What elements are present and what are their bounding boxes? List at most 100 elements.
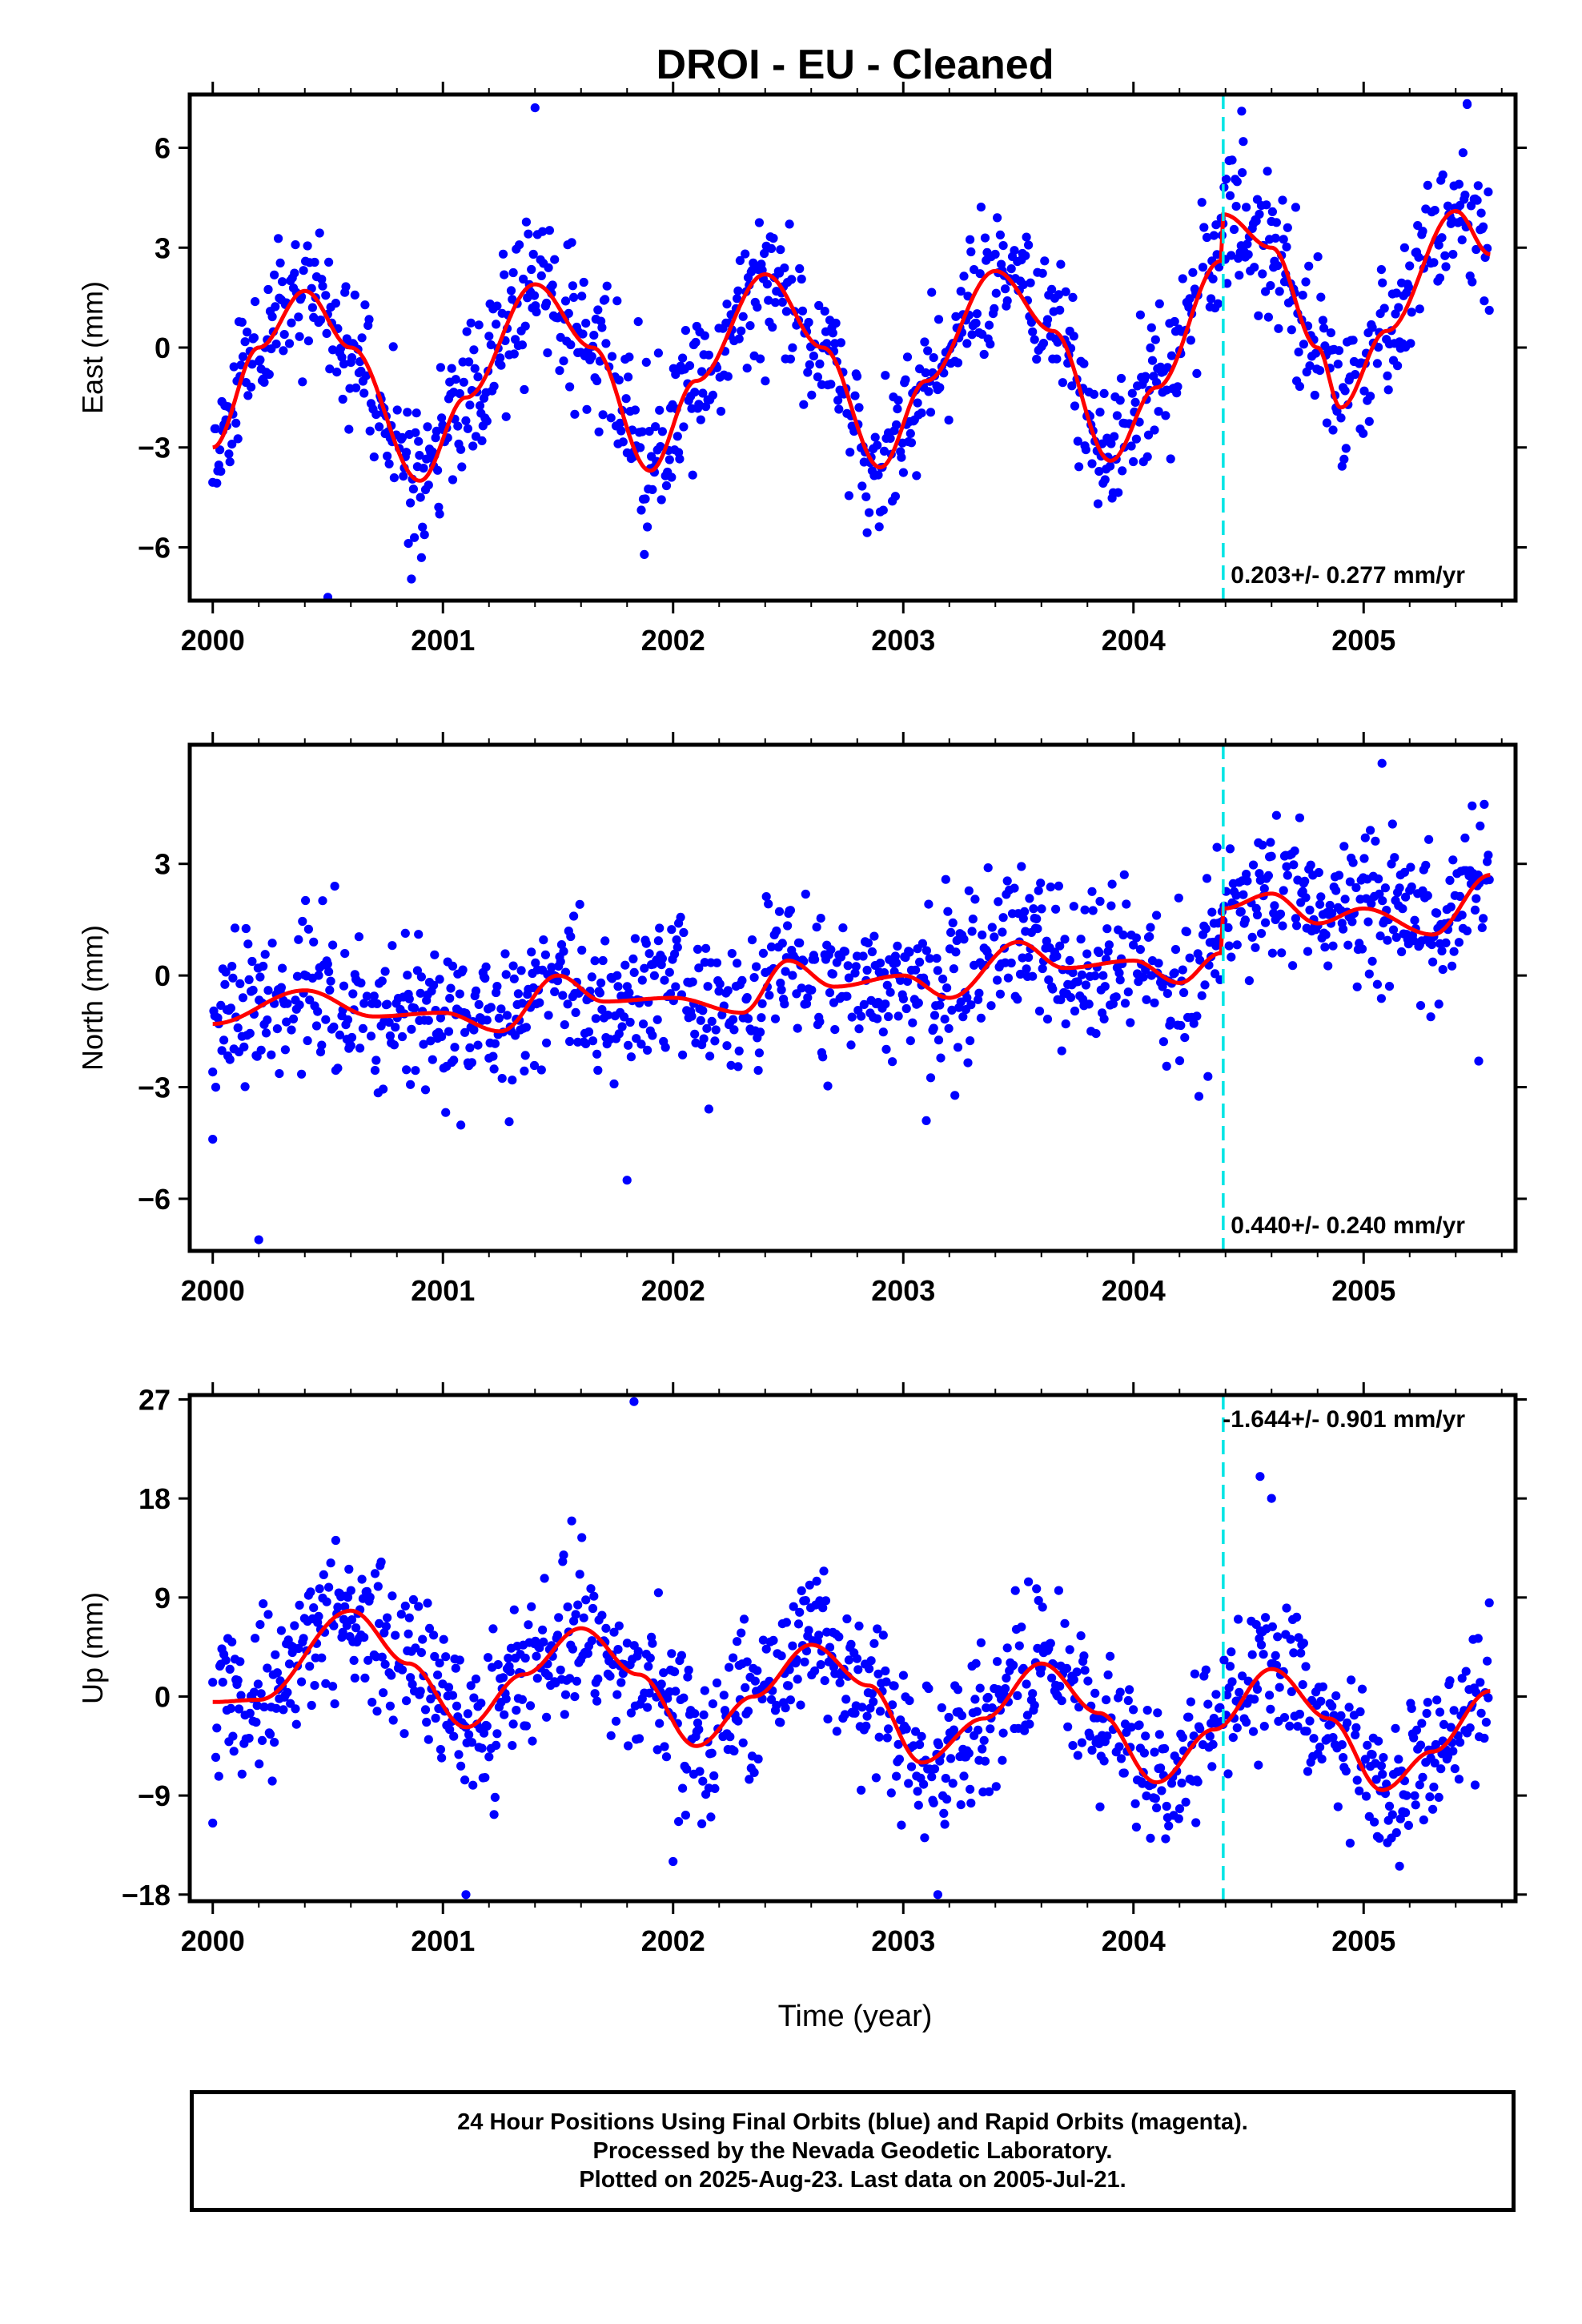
data-point (970, 1695, 980, 1704)
data-point (1432, 908, 1442, 918)
data-point (328, 345, 338, 355)
data-point (618, 437, 628, 447)
data-point (1457, 911, 1467, 920)
data-point (1024, 240, 1034, 250)
data-point (445, 994, 455, 1003)
data-point (1472, 894, 1481, 903)
data-point (1185, 953, 1195, 963)
data-point (823, 1715, 833, 1724)
data-point (436, 363, 446, 372)
data-point (1376, 1761, 1386, 1771)
data-point (527, 1602, 536, 1611)
data-point (233, 1023, 243, 1033)
data-point (578, 329, 588, 339)
data-point (1460, 833, 1470, 842)
data-point (606, 1731, 616, 1740)
data-point (1370, 1817, 1379, 1827)
data-point (1024, 952, 1034, 963)
data-point (621, 394, 631, 404)
data-point (501, 1694, 511, 1703)
data-point (321, 291, 331, 300)
data-point (492, 1740, 501, 1750)
data-point (669, 1856, 678, 1867)
data-point (1359, 854, 1369, 863)
data-point (743, 1707, 753, 1716)
data-point (1161, 411, 1170, 420)
data-point (253, 1679, 263, 1689)
data-point (1084, 999, 1094, 1009)
up-points (208, 1397, 1494, 1900)
data-point (634, 1734, 644, 1743)
data-point (1445, 1676, 1455, 1686)
data-point (1123, 1695, 1133, 1706)
data-point (1275, 909, 1286, 919)
data-point (1351, 370, 1360, 380)
data-point (329, 1022, 339, 1031)
data-point (1301, 893, 1311, 903)
data-point (1077, 1738, 1086, 1747)
data-point (1022, 232, 1031, 242)
data-point (729, 1653, 738, 1663)
data-point (543, 348, 552, 358)
data-point (1468, 277, 1477, 287)
data-point (1013, 995, 1022, 1004)
data-point (271, 340, 281, 349)
x-tick-label: 2001 (411, 1924, 475, 1957)
data-point (772, 1700, 781, 1710)
data-point (780, 263, 789, 273)
data-point (1026, 317, 1036, 327)
data-point (810, 1666, 820, 1675)
data-point (991, 1782, 1001, 1791)
data-point (1095, 1802, 1105, 1811)
data-point (556, 1665, 565, 1675)
data-point (1435, 273, 1445, 283)
data-point (1376, 265, 1386, 275)
data-point (1316, 892, 1326, 902)
data-point (1083, 1676, 1093, 1686)
data-point (1387, 819, 1397, 829)
data-point (1065, 1645, 1074, 1655)
data-point (283, 999, 292, 1008)
data-point (565, 1036, 575, 1047)
data-point (1074, 462, 1084, 472)
data-point (449, 1731, 459, 1741)
x-tick-label: 2004 (1102, 1924, 1166, 1957)
data-point (625, 1017, 635, 1027)
data-point (402, 448, 412, 457)
data-point (842, 1614, 852, 1624)
data-point (1006, 264, 1016, 274)
data-point (321, 1679, 331, 1688)
data-point (833, 396, 843, 405)
data-point (340, 949, 350, 959)
x-tick-label: 2005 (1331, 624, 1395, 657)
data-point (416, 988, 425, 998)
data-point (888, 1700, 897, 1710)
data-point (592, 1049, 602, 1059)
data-point (251, 1718, 261, 1727)
data-point (1423, 180, 1432, 190)
data-point (725, 1663, 734, 1672)
data-point (1250, 263, 1259, 272)
data-point (921, 946, 931, 955)
data-point (451, 1663, 460, 1673)
data-point (698, 388, 708, 398)
data-point (291, 1719, 301, 1729)
data-point (1069, 902, 1078, 911)
data-point (893, 1011, 903, 1021)
data-point (370, 1569, 380, 1578)
data-point (1002, 1643, 1012, 1653)
data-point (1063, 1722, 1073, 1731)
data-point (324, 967, 334, 976)
data-point (1212, 842, 1222, 852)
data-point (1103, 1670, 1113, 1680)
data-point (508, 267, 518, 278)
data-point (404, 1613, 414, 1622)
data-point (454, 1750, 464, 1759)
data-point (1058, 378, 1067, 388)
data-point (703, 982, 713, 991)
data-point (661, 1043, 670, 1052)
data-point (1477, 923, 1487, 932)
data-point (1363, 1740, 1372, 1750)
data-point (1099, 388, 1109, 398)
data-point (745, 321, 755, 331)
